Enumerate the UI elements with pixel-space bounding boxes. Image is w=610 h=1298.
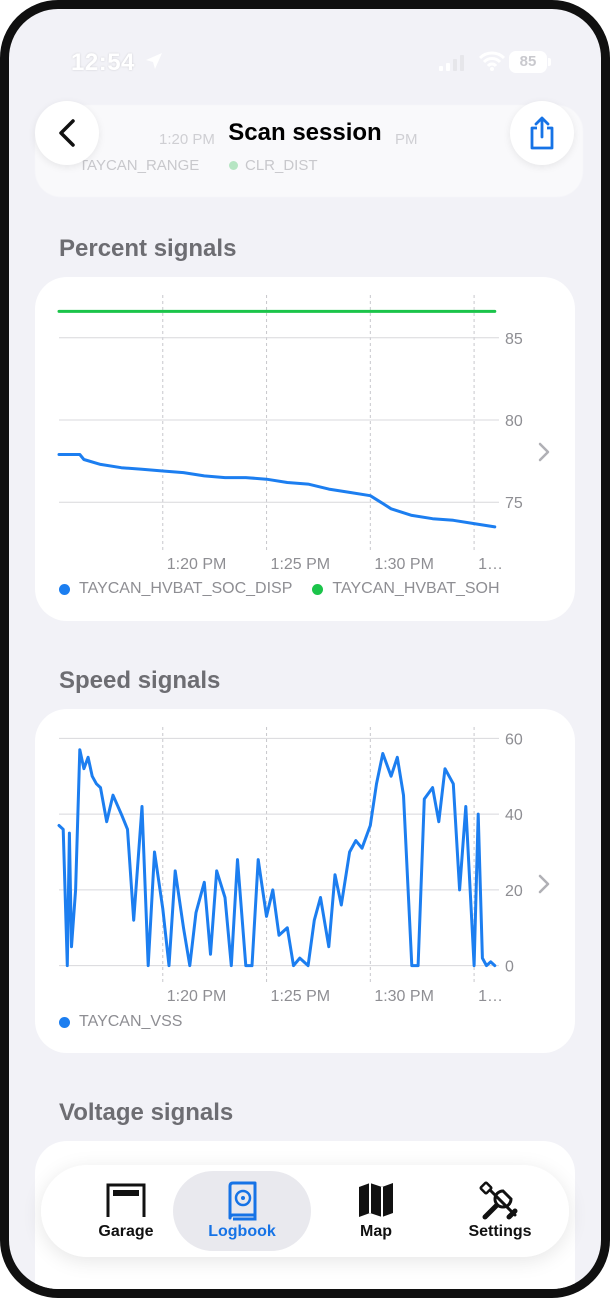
y-tick-label: 0 — [505, 959, 514, 976]
chevron-right-icon — [538, 874, 550, 894]
y-tick-label: 75 — [505, 495, 523, 512]
x-tick-label: 1:30 PM — [374, 556, 434, 573]
x-tick-label: 1:25 PM — [271, 556, 331, 573]
legend-label: TAYCAN_VSS — [79, 1013, 183, 1030]
legend-label: TAYCAN_HVBAT_SOH — [332, 580, 500, 597]
speed-chart: 1:20 PM 1:25 PM 1:30 PM 1…0 20 40 60 — [57, 727, 523, 1005]
tab-logbook[interactable]: Logbook — [173, 1165, 311, 1257]
location-arrow-icon — [146, 53, 162, 69]
x-tick-label: 1:30 PM — [374, 988, 434, 1005]
percent-chart-legend: TAYCAN_HVBAT_SOC_DISP TAYCAN_HVBAT_SOH — [59, 580, 514, 598]
legend-dot — [312, 583, 324, 595]
y-tick-label: 40 — [505, 807, 523, 824]
legend-label: TAYCAN_HVBAT_SOC_DISP — [79, 580, 293, 597]
percent-chart: 1:20 PM 1:25 PM 1:30 PM 1… 75 80 85 — [57, 295, 523, 573]
x-tick-label: 1… — [478, 556, 503, 573]
share-button[interactable] — [510, 101, 574, 165]
legend-item: TAYCAN_HVBAT_SOH — [312, 580, 500, 598]
section-title-percent: Percent signals — [59, 235, 237, 262]
tab-label: Logbook — [208, 1223, 276, 1240]
status-time: 12:54 — [71, 49, 135, 76]
x-tick-label: 1… — [478, 988, 503, 1005]
scrolled-card-ghost — [35, 105, 583, 197]
tools-icon — [479, 1181, 518, 1220]
y-tick-label: 85 — [505, 331, 523, 348]
garage-icon — [106, 1183, 146, 1217]
speed-chart-card[interactable]: 1:20 PM 1:25 PM 1:30 PM 1… 0 20 40 60 TAYCAN_VS… — [35, 709, 575, 1053]
tab-bar: Garage Logbook Map — [41, 1165, 569, 1257]
series-line — [57, 748, 497, 968]
tab-label: Garage — [98, 1223, 154, 1240]
ghost-legend-label: CLR_DIST — [245, 157, 318, 174]
cellular-signal-icon — [439, 55, 464, 71]
status-bar: 12:54 85 — [9, 47, 601, 81]
battery-tip — [548, 58, 551, 66]
x-tick-label: 1:20 PM — [167, 988, 227, 1005]
y-tick-label: 60 — [505, 731, 523, 748]
back-button[interactable] — [35, 101, 99, 165]
ghost-tick-label: PM — [395, 131, 418, 148]
tab-map[interactable]: Map — [307, 1165, 445, 1257]
page-title: Scan session — [228, 119, 382, 146]
tab-settings[interactable]: Settings — [431, 1165, 569, 1257]
tab-label: Map — [360, 1223, 392, 1240]
share-icon — [530, 116, 554, 150]
ghost-tick-label: 1:20 PM — [159, 131, 215, 148]
ghost-legend-label: TAYCAN_RANGE — [79, 157, 200, 174]
chevron-left-icon — [59, 119, 75, 147]
battery-indicator: 85 — [509, 51, 547, 73]
logbook-icon — [228, 1181, 257, 1221]
legend-dot — [59, 1016, 70, 1028]
x-tick-label: 1:25 PM — [271, 988, 331, 1005]
ghost-legend-dot — [229, 161, 238, 170]
percent-chart-card[interactable]: 1:20 PM 1:25 PM 1:30 PM 1… 75 80 85 TAYCAN_HVB… — [35, 277, 575, 621]
tab-garage[interactable]: Garage — [57, 1165, 195, 1257]
speed-chart-legend: TAYCAN_VSS — [59, 1013, 196, 1031]
chevron-right-icon — [538, 442, 550, 462]
legend-item: TAYCAN_VSS — [59, 1013, 182, 1031]
legend-item: TAYCAN_HVBAT_SOC_DISP — [59, 580, 292, 598]
map-icon — [359, 1183, 393, 1217]
section-title-speed: Speed signals — [59, 667, 221, 694]
legend-dot — [59, 583, 70, 595]
y-tick-label: 80 — [505, 413, 523, 430]
wifi-icon — [479, 51, 505, 71]
tab-label: Settings — [468, 1223, 532, 1240]
series-line — [57, 453, 497, 529]
section-title-voltage: Voltage signals — [59, 1099, 234, 1126]
x-tick-label: 1:20 PM — [167, 556, 227, 573]
y-tick-label: 20 — [505, 883, 523, 900]
